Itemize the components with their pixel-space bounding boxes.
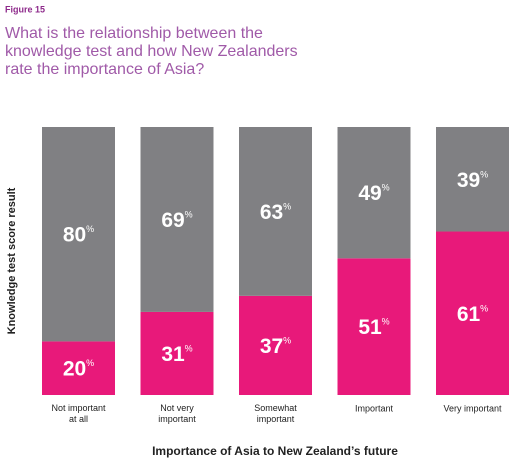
bar-segment xyxy=(337,258,411,395)
x-tick-label: Somewhat important xyxy=(254,403,297,424)
bar-segment xyxy=(436,127,509,232)
bar-segment xyxy=(42,127,115,342)
bar-segment xyxy=(140,127,214,312)
x-tick-label: Not important at all xyxy=(51,403,106,424)
bar-segment xyxy=(337,127,411,259)
x-tick-label: Very important xyxy=(443,403,502,413)
chart-title: What is the relationship between the know… xyxy=(5,25,298,78)
x-tick-label: Important xyxy=(355,403,394,413)
bar-segment xyxy=(436,231,509,395)
figure-label: Figure 15 xyxy=(5,4,45,14)
x-axis-label: Importance of Asia to New Zealand’s futu… xyxy=(152,444,398,458)
bar-segment xyxy=(239,295,312,395)
bar-segment xyxy=(140,311,214,395)
y-axis-label: Knowledge test score result xyxy=(6,187,18,334)
bar-segment xyxy=(42,341,115,395)
x-tick-label: Not very important xyxy=(158,403,196,424)
bar-segment xyxy=(239,127,312,296)
